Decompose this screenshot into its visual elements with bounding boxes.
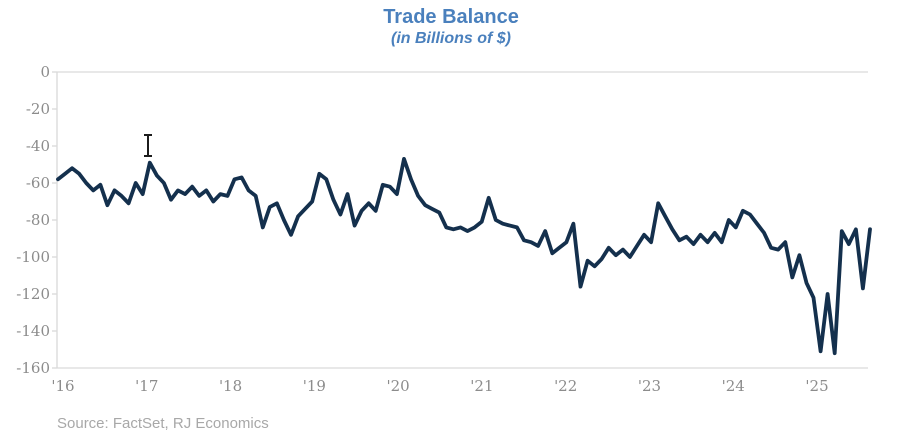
trade-balance-line	[56, 156, 872, 356]
y-tick-label: -120	[16, 285, 50, 303]
x-tick-label: '24	[721, 377, 745, 395]
x-tick-label: '17	[135, 377, 159, 395]
x-tick-label: '19	[302, 377, 326, 395]
text-cursor-bottom-serif	[144, 155, 152, 157]
x-tick-label: '25	[805, 377, 829, 395]
source-attribution: Source: FactSet, RJ Economics	[57, 415, 269, 432]
y-tick-label: -100	[16, 248, 50, 266]
x-tick-label: '21	[470, 377, 494, 395]
y-tick-label: -80	[25, 211, 50, 229]
x-tick-label: '23	[637, 377, 662, 395]
chart-subtitle: (in Billions of $)	[391, 30, 511, 47]
text-cursor-stem	[147, 135, 149, 156]
y-tick-label: -160	[16, 359, 50, 377]
y-tick-label: -140	[16, 322, 50, 340]
y-tick-label: -40	[25, 137, 50, 155]
x-tick-label: '18	[218, 377, 243, 395]
y-tick-label: -20	[25, 100, 50, 118]
y-tick-label: -60	[25, 174, 50, 192]
y-tick-label: 0	[40, 63, 50, 81]
x-tick-label: '20	[386, 377, 410, 395]
text-cursor-icon	[142, 134, 154, 157]
chart-title: Trade Balance	[383, 6, 519, 28]
x-tick-label: '16	[51, 377, 75, 395]
x-tick-label: '22	[554, 377, 578, 395]
